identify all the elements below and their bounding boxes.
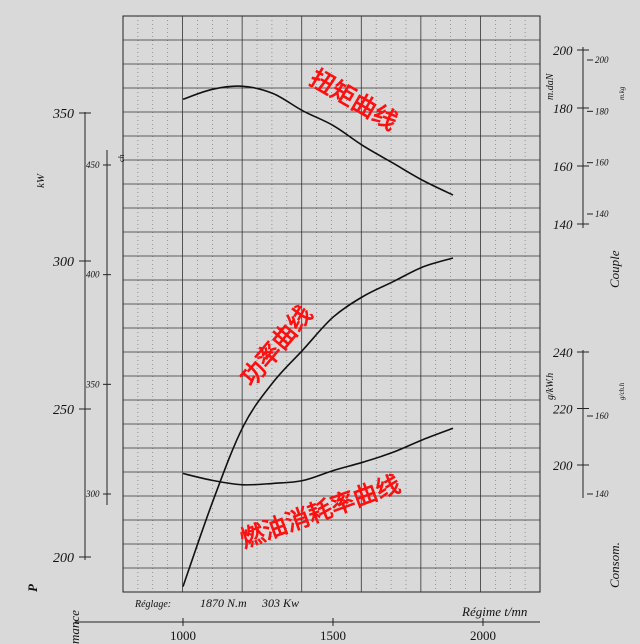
consumption-gkwh-unit: g/kW.h — [545, 373, 556, 400]
x-tick-label: 1000 — [170, 628, 196, 643]
couple-title: Couple — [607, 250, 622, 288]
consumption-gkwh-tick-label: 240 — [553, 345, 573, 360]
torque-mdan-unit: m.daN — [545, 72, 556, 100]
consumption-gchh-unit: g/ch.h — [618, 382, 626, 400]
torque-mkg-tick-label: 200 — [595, 55, 609, 65]
power-ch-tick-label: 300 — [85, 489, 100, 499]
power-kw-tick-label: 250 — [53, 403, 74, 418]
torque-curve — [182, 85, 454, 196]
consumption-gkwh-tick-label: 200 — [553, 458, 573, 473]
torque-mkg-tick-label: 160 — [595, 158, 609, 168]
x-tick-label: 1500 — [320, 628, 346, 643]
torque-mdan-tick-label: 180 — [553, 101, 573, 116]
power-ch-unit: ch — [117, 154, 126, 162]
power-ch-tick-label: 450 — [86, 160, 100, 170]
power-title: P — [25, 583, 40, 592]
power-curve — [182, 257, 454, 587]
torque-mkg-unit: m.kg — [618, 86, 626, 100]
curves — [182, 85, 454, 587]
torque-mdan-tick-label: 160 — [553, 159, 573, 174]
power-ch-tick-label: 400 — [86, 270, 100, 280]
torque-mkg-tick-label: 140 — [595, 209, 609, 219]
consumption-gchh-tick-label: 140 — [595, 489, 609, 499]
partial-axis-title: mance — [67, 610, 82, 644]
axes: 350 300 250 200 450 400 350 300 200 180 160 140 200 1… — [52, 43, 609, 643]
power-ch-tick-label: 350 — [85, 379, 100, 389]
torque-mdan-tick-label: 140 — [553, 217, 573, 232]
power-kw-tick-label: 300 — [52, 255, 74, 270]
fuel-consumption-curve — [182, 427, 454, 486]
power-kw-tick-label: 350 — [52, 107, 74, 122]
consumption-gkwh-tick-label: 220 — [553, 402, 573, 417]
reglage-torque: 1870 N.m — [200, 596, 247, 610]
x-tick-label: 2000 — [470, 628, 496, 643]
grid — [122, 15, 541, 593]
torque-mkg-tick-label: 180 — [595, 106, 609, 116]
power-kw-unit: kW — [35, 173, 47, 188]
xaxis-title: Régime t/mn — [461, 604, 527, 619]
consumption-gchh-tick-label: 160 — [595, 411, 609, 421]
power-kw-tick-label: 200 — [53, 551, 74, 566]
reglage-label: Réglage: — [134, 599, 171, 610]
consumption-title: Consom. — [607, 542, 622, 588]
torque-mdan-tick-label: 200 — [553, 43, 573, 58]
reglage-power: 303 Kw — [261, 596, 299, 610]
